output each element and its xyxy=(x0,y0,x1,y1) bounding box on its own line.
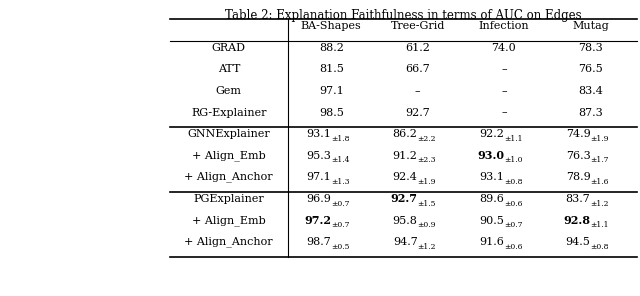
Text: 78.3: 78.3 xyxy=(578,43,603,53)
Text: ±1.4: ±1.4 xyxy=(332,157,349,165)
Text: RG-Explainer: RG-Explainer xyxy=(191,108,266,118)
Text: 92.7: 92.7 xyxy=(405,108,430,118)
Text: –: – xyxy=(501,86,507,96)
Text: BA-Shapes: BA-Shapes xyxy=(301,21,362,31)
Text: PGExplainer: PGExplainer xyxy=(193,194,264,204)
Text: 66.7: 66.7 xyxy=(405,65,430,74)
Text: 76.5: 76.5 xyxy=(578,65,603,74)
Text: ±0.7: ±0.7 xyxy=(332,200,349,208)
Text: 97.1: 97.1 xyxy=(319,86,344,96)
Text: GRAD: GRAD xyxy=(212,43,246,53)
Text: 97.1: 97.1 xyxy=(307,173,332,182)
Text: 94.5: 94.5 xyxy=(566,237,590,247)
Text: Infection: Infection xyxy=(479,21,529,31)
Text: 97.2: 97.2 xyxy=(304,215,332,226)
Text: 91.2: 91.2 xyxy=(393,151,417,161)
Text: 92.8: 92.8 xyxy=(563,215,590,226)
Text: 98.7: 98.7 xyxy=(307,237,332,247)
Text: 87.3: 87.3 xyxy=(578,108,603,118)
Text: ±1.9: ±1.9 xyxy=(590,135,609,143)
Text: ±1.0: ±1.0 xyxy=(504,157,522,165)
Text: ±0.8: ±0.8 xyxy=(504,178,522,186)
Text: ±1.5: ±1.5 xyxy=(417,200,436,208)
Text: 92.7: 92.7 xyxy=(390,193,417,204)
Text: ±1.2: ±1.2 xyxy=(590,200,609,208)
Text: 61.2: 61.2 xyxy=(405,43,430,53)
Text: Mutag: Mutag xyxy=(572,21,609,31)
Text: ±0.8: ±0.8 xyxy=(590,243,609,251)
Text: + Align_Emb: + Align_Emb xyxy=(192,150,266,161)
Text: –: – xyxy=(501,65,507,74)
Text: 89.6: 89.6 xyxy=(479,194,504,204)
Text: ±1.9: ±1.9 xyxy=(417,178,436,186)
Text: + Align_Emb: + Align_Emb xyxy=(192,215,266,226)
Text: ATT: ATT xyxy=(218,65,240,74)
Text: 86.2: 86.2 xyxy=(393,129,417,139)
Text: + Align_Anchor: + Align_Anchor xyxy=(184,172,273,182)
Text: 91.6: 91.6 xyxy=(479,237,504,247)
Text: ±0.6: ±0.6 xyxy=(504,243,522,251)
Text: ±0.7: ±0.7 xyxy=(504,221,522,229)
Text: –: – xyxy=(415,86,420,96)
Text: 95.8: 95.8 xyxy=(393,216,417,226)
Text: 74.9: 74.9 xyxy=(566,129,590,139)
Text: 94.7: 94.7 xyxy=(393,237,417,247)
Text: 90.5: 90.5 xyxy=(479,216,504,226)
Text: 83.7: 83.7 xyxy=(566,194,590,204)
Text: 93.1: 93.1 xyxy=(307,129,332,139)
Text: ±0.6: ±0.6 xyxy=(504,200,522,208)
Text: ±1.2: ±1.2 xyxy=(417,243,436,251)
Text: ±1.8: ±1.8 xyxy=(332,135,349,143)
Text: Gem: Gem xyxy=(216,86,242,96)
Text: ±1.1: ±1.1 xyxy=(590,221,609,229)
Text: Tree-Grid: Tree-Grid xyxy=(390,21,445,31)
Text: 96.9: 96.9 xyxy=(307,194,332,204)
Text: –: – xyxy=(501,108,507,118)
Text: 88.2: 88.2 xyxy=(319,43,344,53)
Text: 76.3: 76.3 xyxy=(566,151,590,161)
Text: ±0.5: ±0.5 xyxy=(332,243,349,251)
Text: ±1.3: ±1.3 xyxy=(332,178,350,186)
Text: 93.0: 93.0 xyxy=(477,150,504,161)
Text: ±1.6: ±1.6 xyxy=(590,178,609,186)
Text: ±2.2: ±2.2 xyxy=(417,135,436,143)
Text: 95.3: 95.3 xyxy=(307,151,332,161)
Text: 93.1: 93.1 xyxy=(479,173,504,182)
Text: 92.2: 92.2 xyxy=(479,129,504,139)
Text: 81.5: 81.5 xyxy=(319,65,344,74)
Text: Table 2: Explanation Faithfulness in terms of AUC on Edges: Table 2: Explanation Faithfulness in ter… xyxy=(225,9,582,22)
Text: 78.9: 78.9 xyxy=(566,173,590,182)
Text: ±0.9: ±0.9 xyxy=(417,221,436,229)
Text: ±2.3: ±2.3 xyxy=(417,157,436,165)
Text: ±1.1: ±1.1 xyxy=(504,135,522,143)
Text: 92.4: 92.4 xyxy=(393,173,417,182)
Text: ±1.7: ±1.7 xyxy=(590,157,609,165)
Text: GNNExplainer: GNNExplainer xyxy=(188,129,270,139)
Text: 74.0: 74.0 xyxy=(492,43,516,53)
Text: 98.5: 98.5 xyxy=(319,108,344,118)
Text: ±0.7: ±0.7 xyxy=(332,221,349,229)
Text: 83.4: 83.4 xyxy=(578,86,603,96)
Text: + Align_Anchor: + Align_Anchor xyxy=(184,237,273,247)
